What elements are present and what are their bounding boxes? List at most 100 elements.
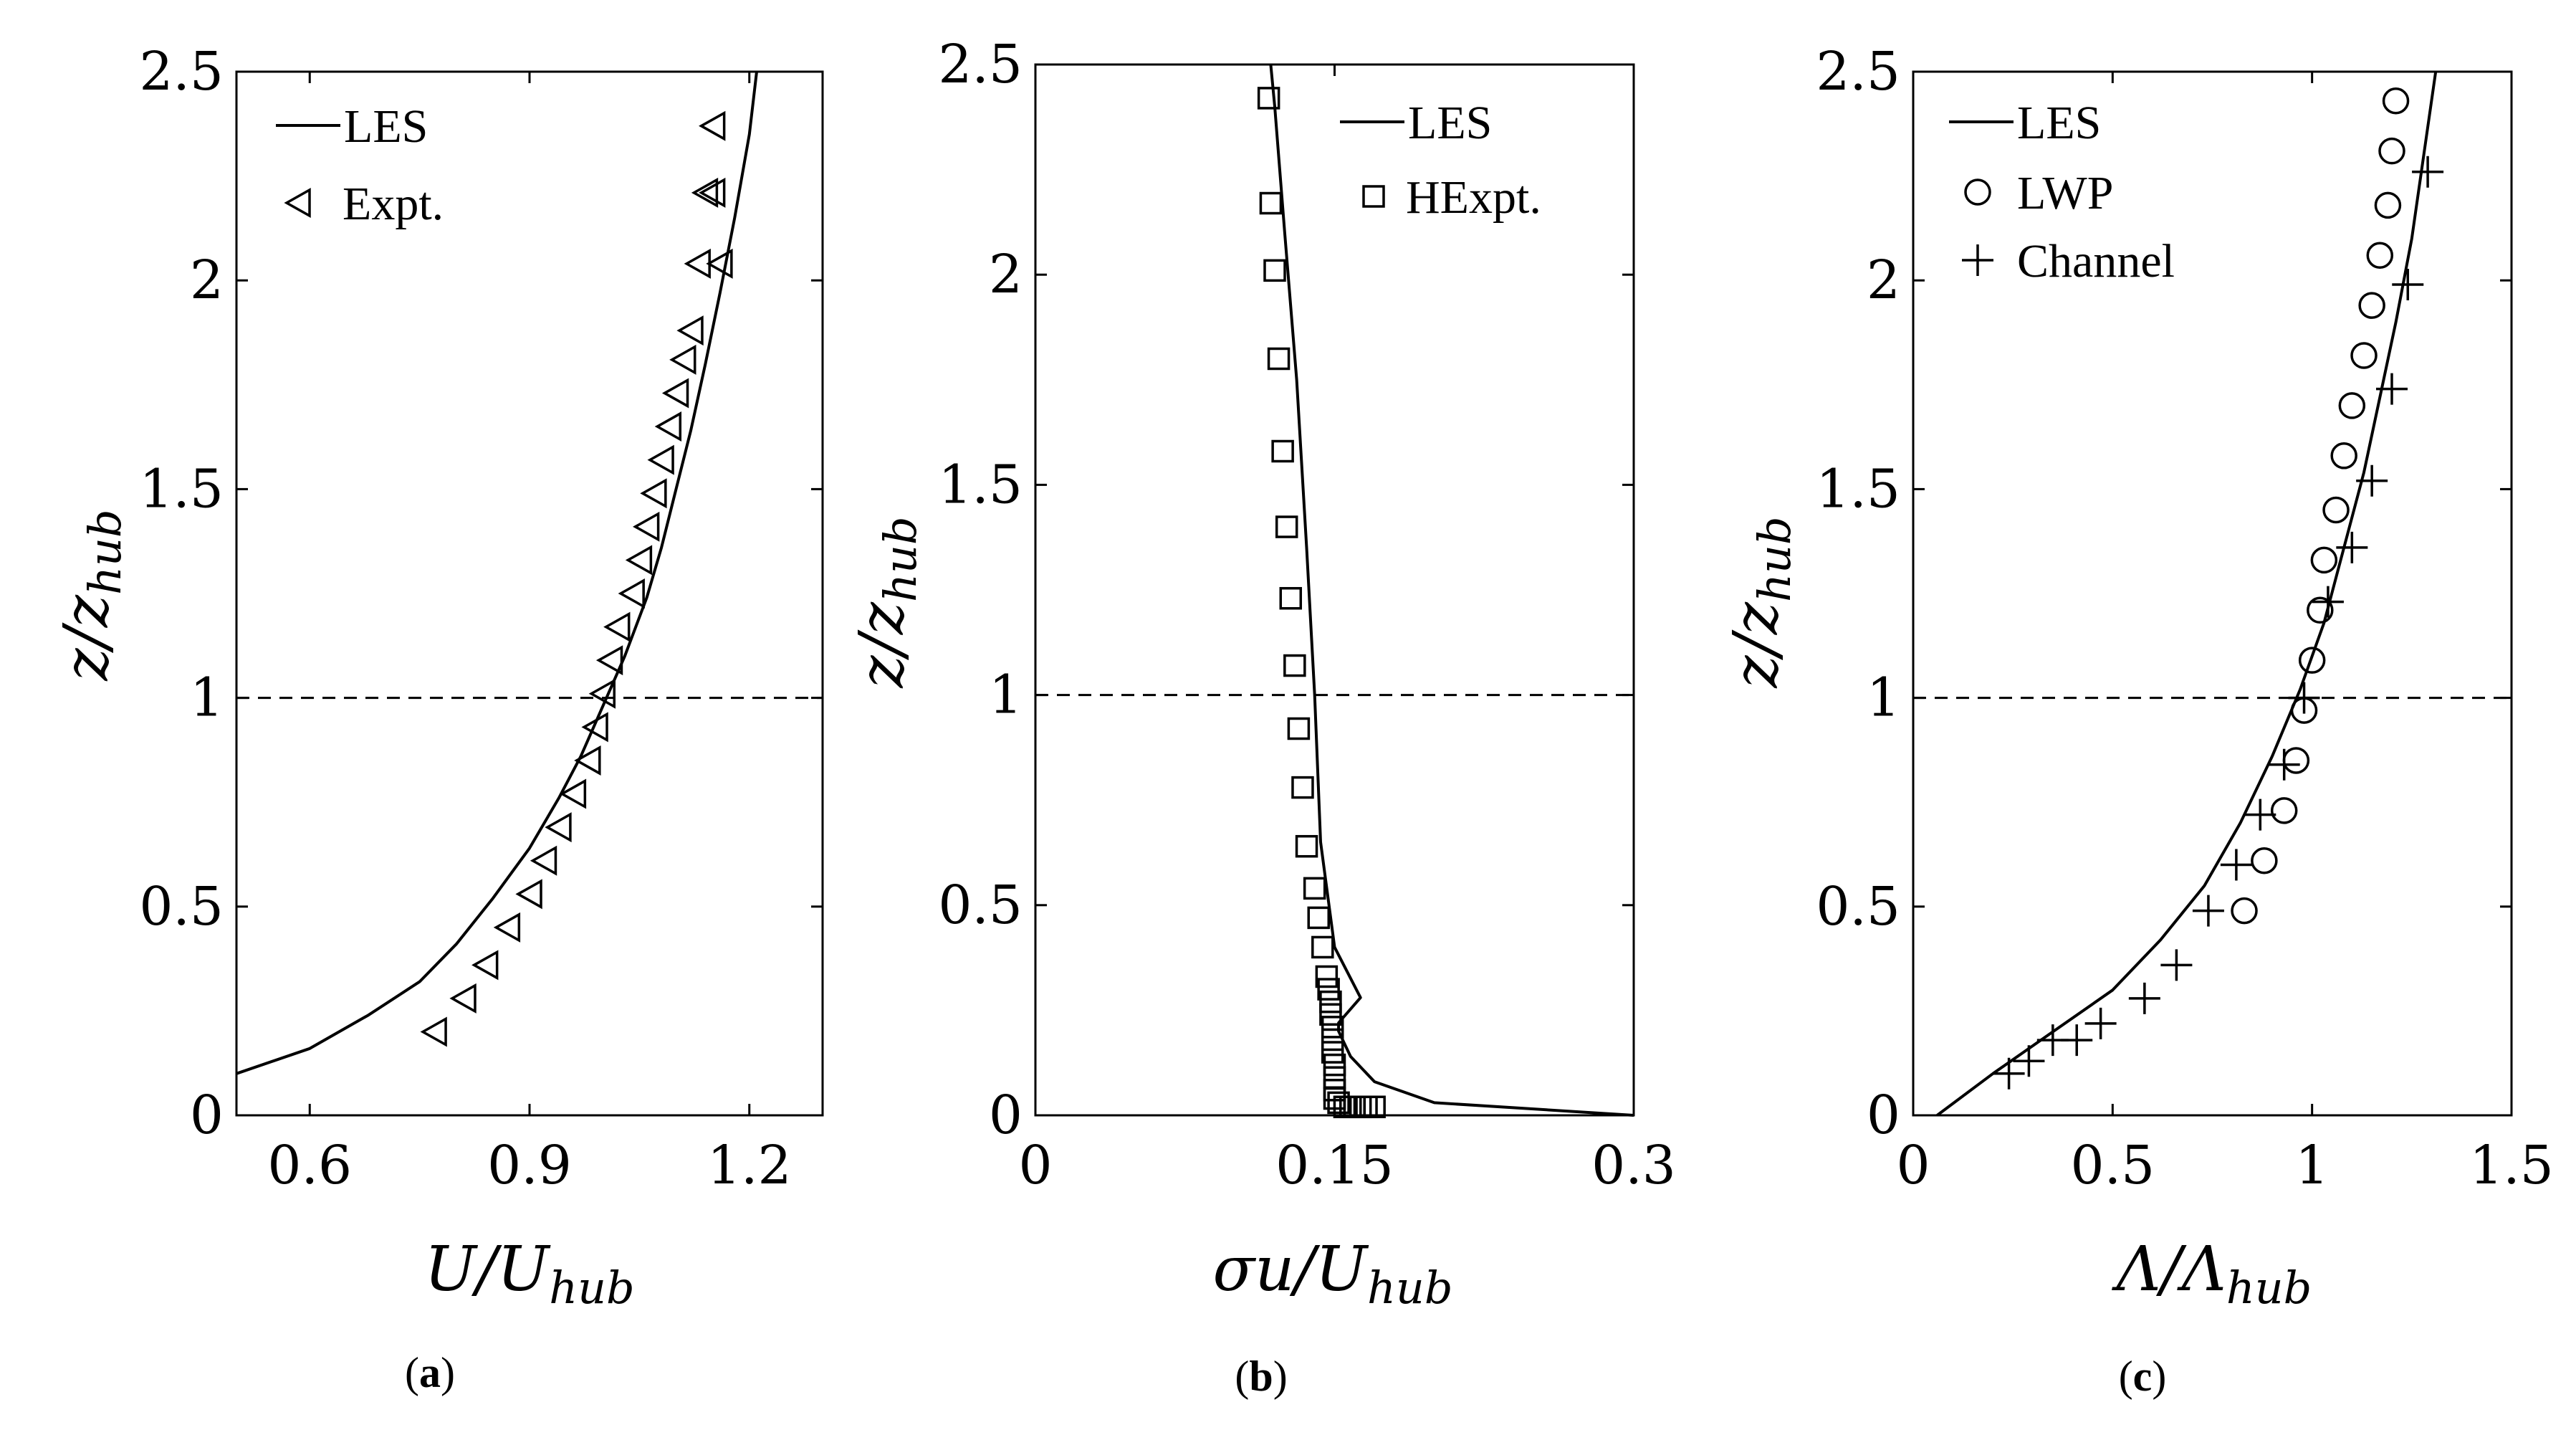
x-axis-title: Λ/Λhub: [2112, 1234, 2312, 1314]
series-expt-point: [633, 511, 660, 542]
series-les-line: [236, 71, 758, 1075]
series-layer: [1257, 64, 1634, 1119]
panel-c: 0 0.5 1 1.5 2 2.5 0 0.5 1 1.5 LES LWP Channel z/z…: [1720, 41, 2554, 1400]
series-hexpt-point: [1319, 990, 1342, 1014]
series-expt-point: [471, 950, 499, 981]
series-lwp-point: [2310, 546, 2338, 574]
series-channel-point: [2061, 1024, 2093, 1057]
x-tick-label: 1.5: [2469, 1135, 2554, 1196]
series-expt-point: [669, 344, 696, 375]
y-tick-label: 2.5: [1816, 41, 1900, 102]
panel-caption: (c): [2119, 1353, 2167, 1400]
x-tick-label: 0.15: [1275, 1135, 1394, 1196]
series-expt-point: [530, 845, 557, 876]
series-hexpt-point: [1321, 1028, 1344, 1052]
series-lwp-point: [2330, 442, 2357, 469]
series-hexpt-point: [1317, 978, 1340, 1001]
series-layer: [1936, 71, 2444, 1117]
series-hexpt-point: [1323, 1053, 1346, 1077]
panel-caption: (a): [405, 1349, 455, 1396]
plot-frame: [1912, 70, 2513, 1117]
y-tick-label: 2: [190, 249, 224, 311]
series-expt-point: [640, 478, 667, 509]
legend: LES Expt.: [276, 100, 444, 230]
series-les-line: [1269, 64, 1634, 1117]
series-lwp-point: [2251, 847, 2278, 874]
series-lwp-point: [2307, 596, 2334, 624]
y-tick-label: 2.5: [139, 41, 224, 102]
series-channel-point: [2160, 949, 2193, 981]
series-channel-point: [2312, 586, 2344, 618]
y-tick-label: 1.5: [938, 454, 1023, 515]
series-hexpt-point: [1267, 347, 1291, 371]
legend-lwp-label: LWP: [2017, 167, 2113, 219]
series-channel-point: [2356, 464, 2388, 497]
x-axis-title: σu/Uhub: [1212, 1234, 1452, 1314]
panel-a: 0 0.5 1 1.5 2 2.5 0.6 0.9 1.2 LES Expt. z/zhub U…: [51, 41, 824, 1396]
legend-channel-marker: [1962, 244, 1993, 276]
series-hexpt-point: [1275, 515, 1298, 538]
y-tick-label: 1: [190, 667, 224, 729]
tick-layer: 0 0.5 1 1.5 2 2.5 0.6 0.9 1.2: [139, 41, 823, 1196]
y-axis-title: z/zhub: [51, 509, 131, 681]
legend-les-label: LES: [344, 100, 428, 153]
y-tick-label: 2: [1867, 249, 1900, 311]
series-hexpt-point: [1271, 439, 1294, 463]
x-tick-label: 0: [1018, 1135, 1052, 1196]
series-channel-point: [2268, 748, 2300, 781]
series-hexpt-point: [1291, 776, 1314, 799]
x-tick-label: 0.5: [2070, 1135, 2155, 1196]
series-hexpt-point: [1263, 259, 1286, 282]
series-expt-point: [699, 177, 726, 208]
y-tick-label: 0: [190, 1084, 224, 1146]
series-lwp-point: [2298, 647, 2326, 674]
plot-frame: [1034, 63, 1635, 1117]
plot-frame: [235, 70, 824, 1117]
series-expt-point: [661, 378, 689, 409]
series-channel-point: [2392, 269, 2424, 301]
series-channel-point: [2336, 531, 2368, 563]
series-lwp-point: [2350, 342, 2378, 369]
series-hexpt-point: [1311, 935, 1334, 959]
y-axis-title: z/zhub: [846, 516, 927, 688]
series-channel-point: [2084, 1007, 2117, 1039]
legend-les-label: LES: [1408, 97, 1492, 149]
series-lwp-point: [2322, 496, 2350, 524]
x-tick-label: 0.6: [267, 1135, 352, 1196]
x-tick-label: 1.2: [707, 1135, 792, 1196]
series-expt-point: [706, 248, 733, 279]
x-tick-label: 1: [2295, 1135, 2329, 1196]
legend-expt-label: Expt.: [343, 178, 444, 230]
series-hexpt-point: [1307, 906, 1330, 930]
series-channel-point: [2013, 1045, 2045, 1077]
series-lwp-point: [2231, 897, 2258, 925]
y-tick-label: 1.5: [1816, 458, 1900, 520]
y-axis-title: z/zhub: [1720, 516, 1801, 688]
x-tick-label: 0.9: [487, 1135, 572, 1196]
series-hexpt-point: [1327, 1091, 1350, 1115]
series-layer: [236, 71, 758, 1075]
y-tick-label: 0.5: [938, 874, 1023, 936]
series-expt-point: [647, 444, 674, 475]
series-channel-point: [2288, 682, 2320, 714]
series-lwp-point: [2366, 242, 2394, 270]
series-channel-point: [2128, 982, 2160, 1014]
series-expt-point: [581, 712, 608, 743]
series-lwp-point: [2358, 292, 2385, 319]
series-hexpt-point: [1303, 877, 1326, 900]
panel-b: 0 0.5 1 1.5 2 2.5 0 0.15 0.3 LES HExpt. z/zhub σ…: [846, 34, 1676, 1400]
series-hexpt-point: [1257, 87, 1280, 110]
series-les-line: [1936, 71, 2438, 1117]
series-expt-point: [515, 879, 542, 910]
series-expt-point: [574, 745, 601, 776]
y-tick-label: 0: [1867, 1084, 1900, 1146]
legend: LES HExpt.: [1340, 97, 1541, 224]
series-hexpt-point: [1259, 191, 1283, 215]
series-hexpt-point: [1323, 1066, 1346, 1089]
series-expt-point: [699, 110, 726, 141]
series-lwp-point: [2270, 797, 2298, 824]
series-lwp-point: [2374, 191, 2402, 219]
series-expt-point: [618, 578, 645, 609]
x-tick-label: 0.3: [1591, 1135, 1676, 1196]
